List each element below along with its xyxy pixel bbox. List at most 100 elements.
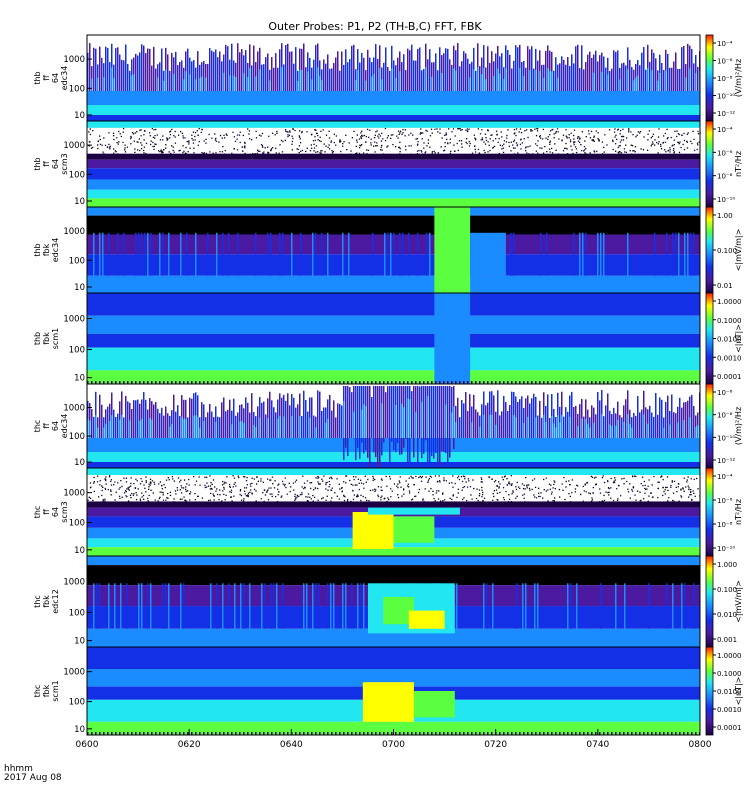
spike-core xyxy=(453,406,455,438)
noise-dot xyxy=(591,476,594,478)
noise-dot xyxy=(445,480,448,482)
spike xyxy=(475,70,477,91)
noise-dot xyxy=(119,133,121,135)
noise-dot xyxy=(512,490,514,492)
noise-dot xyxy=(167,492,169,495)
colorbar xyxy=(705,555,714,648)
spike xyxy=(461,400,463,438)
noise-dot xyxy=(181,132,184,135)
noise-dot xyxy=(641,476,644,478)
noise-dot xyxy=(292,482,295,484)
noise-dot xyxy=(601,141,604,143)
noise-dot xyxy=(270,479,272,481)
spike xyxy=(367,49,369,91)
noise-dot xyxy=(554,143,556,145)
noise-dot xyxy=(313,143,315,145)
noise-dot xyxy=(123,477,125,479)
scm1-tick-noise xyxy=(211,381,213,384)
noise-dot xyxy=(101,144,103,146)
noise-dot xyxy=(260,135,262,137)
spike-core xyxy=(343,400,345,438)
noise-dot xyxy=(167,477,170,479)
scm1-tick-noise xyxy=(695,732,697,735)
noise-dot xyxy=(666,137,669,140)
spike xyxy=(437,386,439,468)
noise-dot xyxy=(379,149,382,151)
noise-dot xyxy=(591,499,594,501)
noise-dot xyxy=(693,492,695,495)
spike-core xyxy=(325,422,327,438)
spike xyxy=(579,68,581,91)
noise-dot xyxy=(366,149,368,151)
scm1-tick-noise xyxy=(211,732,213,735)
fbk-stripe xyxy=(93,232,95,276)
noise-dot xyxy=(514,132,516,134)
noise-dot xyxy=(244,141,246,144)
noise-dot xyxy=(622,135,625,138)
noise-dot xyxy=(673,151,676,153)
noise-dot xyxy=(566,135,568,138)
noise-dot xyxy=(284,139,287,142)
noise-dot xyxy=(89,133,91,136)
noise-dot xyxy=(289,131,291,133)
spike xyxy=(687,43,689,91)
fbk-stripe xyxy=(597,232,599,276)
fbk-stripe xyxy=(126,583,128,629)
noise-dot xyxy=(184,499,187,501)
noise-dot xyxy=(553,500,556,502)
noise-dot xyxy=(672,149,675,152)
spike xyxy=(617,50,619,91)
fbk-stripe xyxy=(183,583,185,629)
noise-dot xyxy=(377,495,380,498)
time-footer: hhmm 2017 Aug 08 xyxy=(4,765,62,783)
noise-dot xyxy=(537,127,539,130)
scm1-tick-noise xyxy=(315,732,317,735)
scm1-tick-noise xyxy=(123,732,125,735)
noise-dot xyxy=(325,134,328,136)
scm1-tick-noise xyxy=(179,732,181,735)
noise-dot xyxy=(322,480,324,482)
noise-dot xyxy=(631,475,634,477)
spike xyxy=(487,402,489,438)
noise-dot xyxy=(284,477,286,479)
spike xyxy=(125,44,127,91)
noise-dot xyxy=(110,479,113,481)
spike xyxy=(459,417,461,438)
spike xyxy=(397,386,399,443)
noise-dot xyxy=(278,152,280,154)
colorbar-tick-label: 10⁻¹⁰ xyxy=(717,93,735,101)
noise-dot xyxy=(677,483,680,485)
noise-dot xyxy=(375,131,377,133)
colorbar-tick-label: 10⁻⁸ xyxy=(717,75,733,83)
noise-dot xyxy=(586,482,588,484)
fbk-stripe xyxy=(261,583,263,629)
noise-dot xyxy=(570,132,572,134)
colorbar-tick-label: 10⁻⁴ xyxy=(717,40,733,48)
spike-core xyxy=(535,69,537,91)
spike xyxy=(649,405,651,438)
y-tick-label: 100 xyxy=(69,170,85,180)
spike xyxy=(603,416,605,438)
noise-dot xyxy=(461,129,463,131)
noise-dot xyxy=(399,481,401,484)
scm1-tick-noise xyxy=(647,732,649,735)
noise-dot xyxy=(585,153,587,155)
noise-dot xyxy=(364,497,367,499)
noise-dot xyxy=(382,153,385,155)
noise-dot xyxy=(628,128,630,130)
noise-dot xyxy=(417,141,419,143)
noise-dot xyxy=(479,501,481,503)
noise-dot xyxy=(260,480,262,482)
noise-dot xyxy=(267,146,269,148)
noise-dot xyxy=(529,489,531,491)
spike xyxy=(525,67,527,91)
noise-dot xyxy=(617,151,619,154)
spike xyxy=(219,417,221,438)
spike-core xyxy=(551,416,553,438)
spike-core xyxy=(677,422,679,438)
noise-dot xyxy=(355,152,357,155)
fbk-stripe xyxy=(321,232,323,276)
